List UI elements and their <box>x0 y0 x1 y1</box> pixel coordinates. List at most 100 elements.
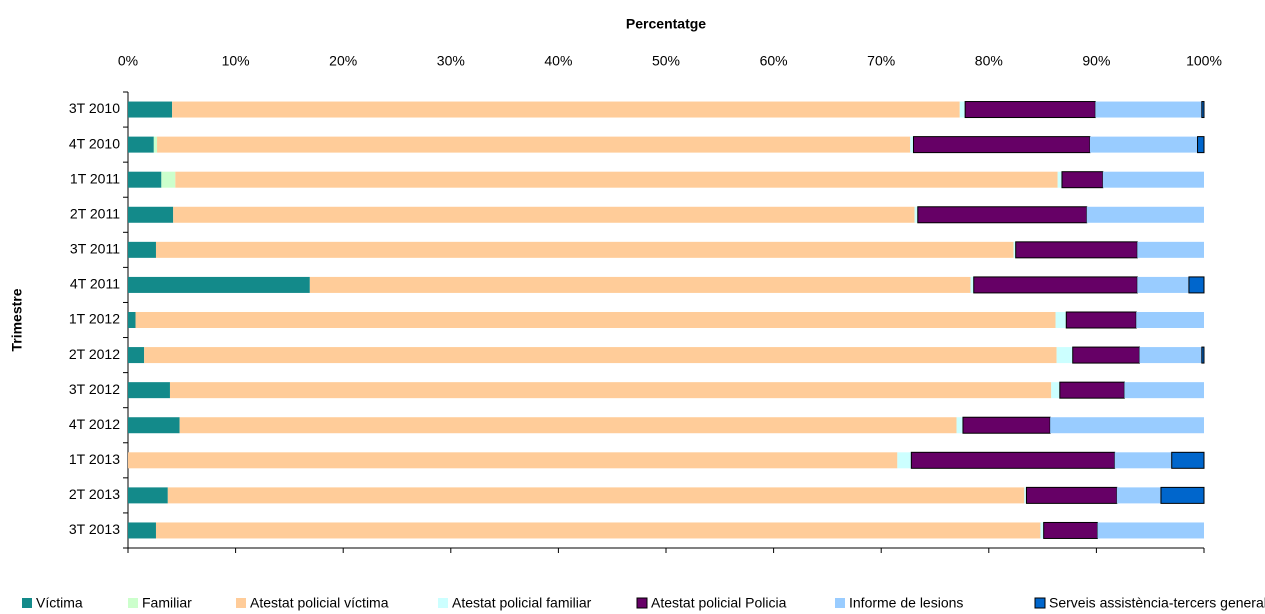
bar-segment <box>153 136 158 153</box>
bar-segment <box>1050 417 1204 434</box>
bar-segment <box>1201 346 1205 364</box>
x-tick-label: 10% <box>222 53 250 69</box>
x-tick-label: 80% <box>975 53 1003 69</box>
legend-label: Atestat policial Policia <box>651 595 787 611</box>
x-tick-label: 70% <box>867 53 895 69</box>
bar-segment <box>128 276 310 293</box>
bar-segment <box>173 206 915 223</box>
y-tick-label: 3T 2010 <box>69 100 120 116</box>
bar-segment <box>128 136 154 153</box>
x-tick-label: 30% <box>437 53 465 69</box>
y-axis-title: Trimestre <box>9 288 25 351</box>
bar-segment <box>1137 241 1204 258</box>
bar-segment <box>973 276 1138 294</box>
x-tick-label: 60% <box>760 53 788 69</box>
bar-segment <box>1160 486 1205 504</box>
bar-segment <box>128 171 162 188</box>
legend-swatch <box>128 598 138 608</box>
bar-segment <box>157 136 911 153</box>
bar-segment <box>1124 382 1204 399</box>
legend-label: Familiar <box>142 595 192 611</box>
bar-segment <box>1013 241 1016 258</box>
y-tick-label: 4T 2012 <box>69 416 120 432</box>
bar-segment <box>1056 347 1073 364</box>
x-tick-label: 40% <box>544 53 572 69</box>
y-tick-label: 3T 2011 <box>70 241 120 257</box>
x-tick-label: 90% <box>1082 53 1110 69</box>
bar-segment <box>1043 521 1098 539</box>
legend-label: Atestat policial familiar <box>452 595 592 611</box>
legend-label: Informe de lesions <box>849 595 963 611</box>
legend-swatch <box>636 597 648 609</box>
bar-segment <box>128 312 136 328</box>
bar-segment <box>128 206 174 223</box>
bar-segment <box>1197 136 1205 154</box>
bar-segment <box>1065 311 1137 329</box>
bar-segment <box>1059 381 1125 399</box>
bar-segment <box>910 451 1116 469</box>
y-tick-label: 4T 2011 <box>70 276 120 292</box>
x-tick-label: 50% <box>652 53 680 69</box>
y-tick-label: 3T 2013 <box>69 521 120 537</box>
bar-segment <box>914 206 918 223</box>
bar-segment <box>128 417 180 434</box>
bar-segment <box>1114 452 1172 469</box>
bar-segment <box>309 276 971 293</box>
bar-segment <box>1072 346 1140 364</box>
y-tick-label: 1T 2012 <box>69 311 120 327</box>
bar-segment <box>128 347 145 364</box>
y-tick-label: 2T 2012 <box>69 346 120 362</box>
legend-swatch <box>835 598 845 608</box>
bar-segment <box>155 241 1014 258</box>
bar-segment <box>1040 522 1044 539</box>
legend-label: Serveis assistència-tercers general <box>1049 595 1265 611</box>
bar-segment <box>1024 487 1027 504</box>
bar-segment <box>917 206 1088 224</box>
bar-segment <box>1137 276 1189 293</box>
bar-segment <box>144 347 1057 364</box>
x-tick-label: 20% <box>329 53 357 69</box>
bar-segment <box>912 136 1091 154</box>
legend-swatch <box>22 598 32 608</box>
legend-swatch <box>1034 597 1046 609</box>
bar-segment <box>1171 451 1205 469</box>
bar-segment <box>1102 171 1204 188</box>
bar-segment <box>1015 241 1138 259</box>
legend-label: Víctima <box>36 595 83 611</box>
bar-segment <box>135 312 1056 328</box>
bar-segment <box>959 101 966 118</box>
bar-segment <box>970 276 974 293</box>
bar-segment <box>1055 312 1067 328</box>
bar-segment <box>128 522 156 539</box>
bar-segment <box>169 382 1052 399</box>
bar-segment <box>910 136 914 153</box>
bar-segment <box>1086 206 1204 223</box>
bar-segment <box>1095 101 1202 118</box>
bar-segment <box>172 101 960 118</box>
bar-segment <box>128 241 156 258</box>
bar-segment <box>155 522 1041 539</box>
bar-segment <box>175 171 1058 188</box>
bar-segment <box>1201 101 1205 119</box>
bar-segment <box>956 417 963 434</box>
bar-segment <box>128 452 898 469</box>
y-tick-label: 2T 2013 <box>69 486 120 502</box>
bar-segment <box>1061 171 1104 189</box>
bar-segment <box>962 416 1051 434</box>
y-tick-label: 1T 2013 <box>69 451 120 467</box>
bar-segment <box>161 171 176 188</box>
bar-segment <box>1051 382 1060 399</box>
bar-segment <box>179 417 957 434</box>
y-tick-label: 4T 2010 <box>69 135 120 151</box>
bar-segment <box>167 487 1025 504</box>
y-tick-label: 2T 2011 <box>70 205 120 221</box>
bar-segment <box>1116 487 1161 504</box>
x-tick-label: 0% <box>118 53 138 69</box>
bar-segment <box>1139 347 1202 364</box>
bar-segment <box>128 382 170 399</box>
bar-segment <box>1097 522 1204 539</box>
bar-segment <box>897 452 912 469</box>
y-tick-label: 3T 2012 <box>69 381 120 397</box>
bar-segment <box>128 487 168 504</box>
